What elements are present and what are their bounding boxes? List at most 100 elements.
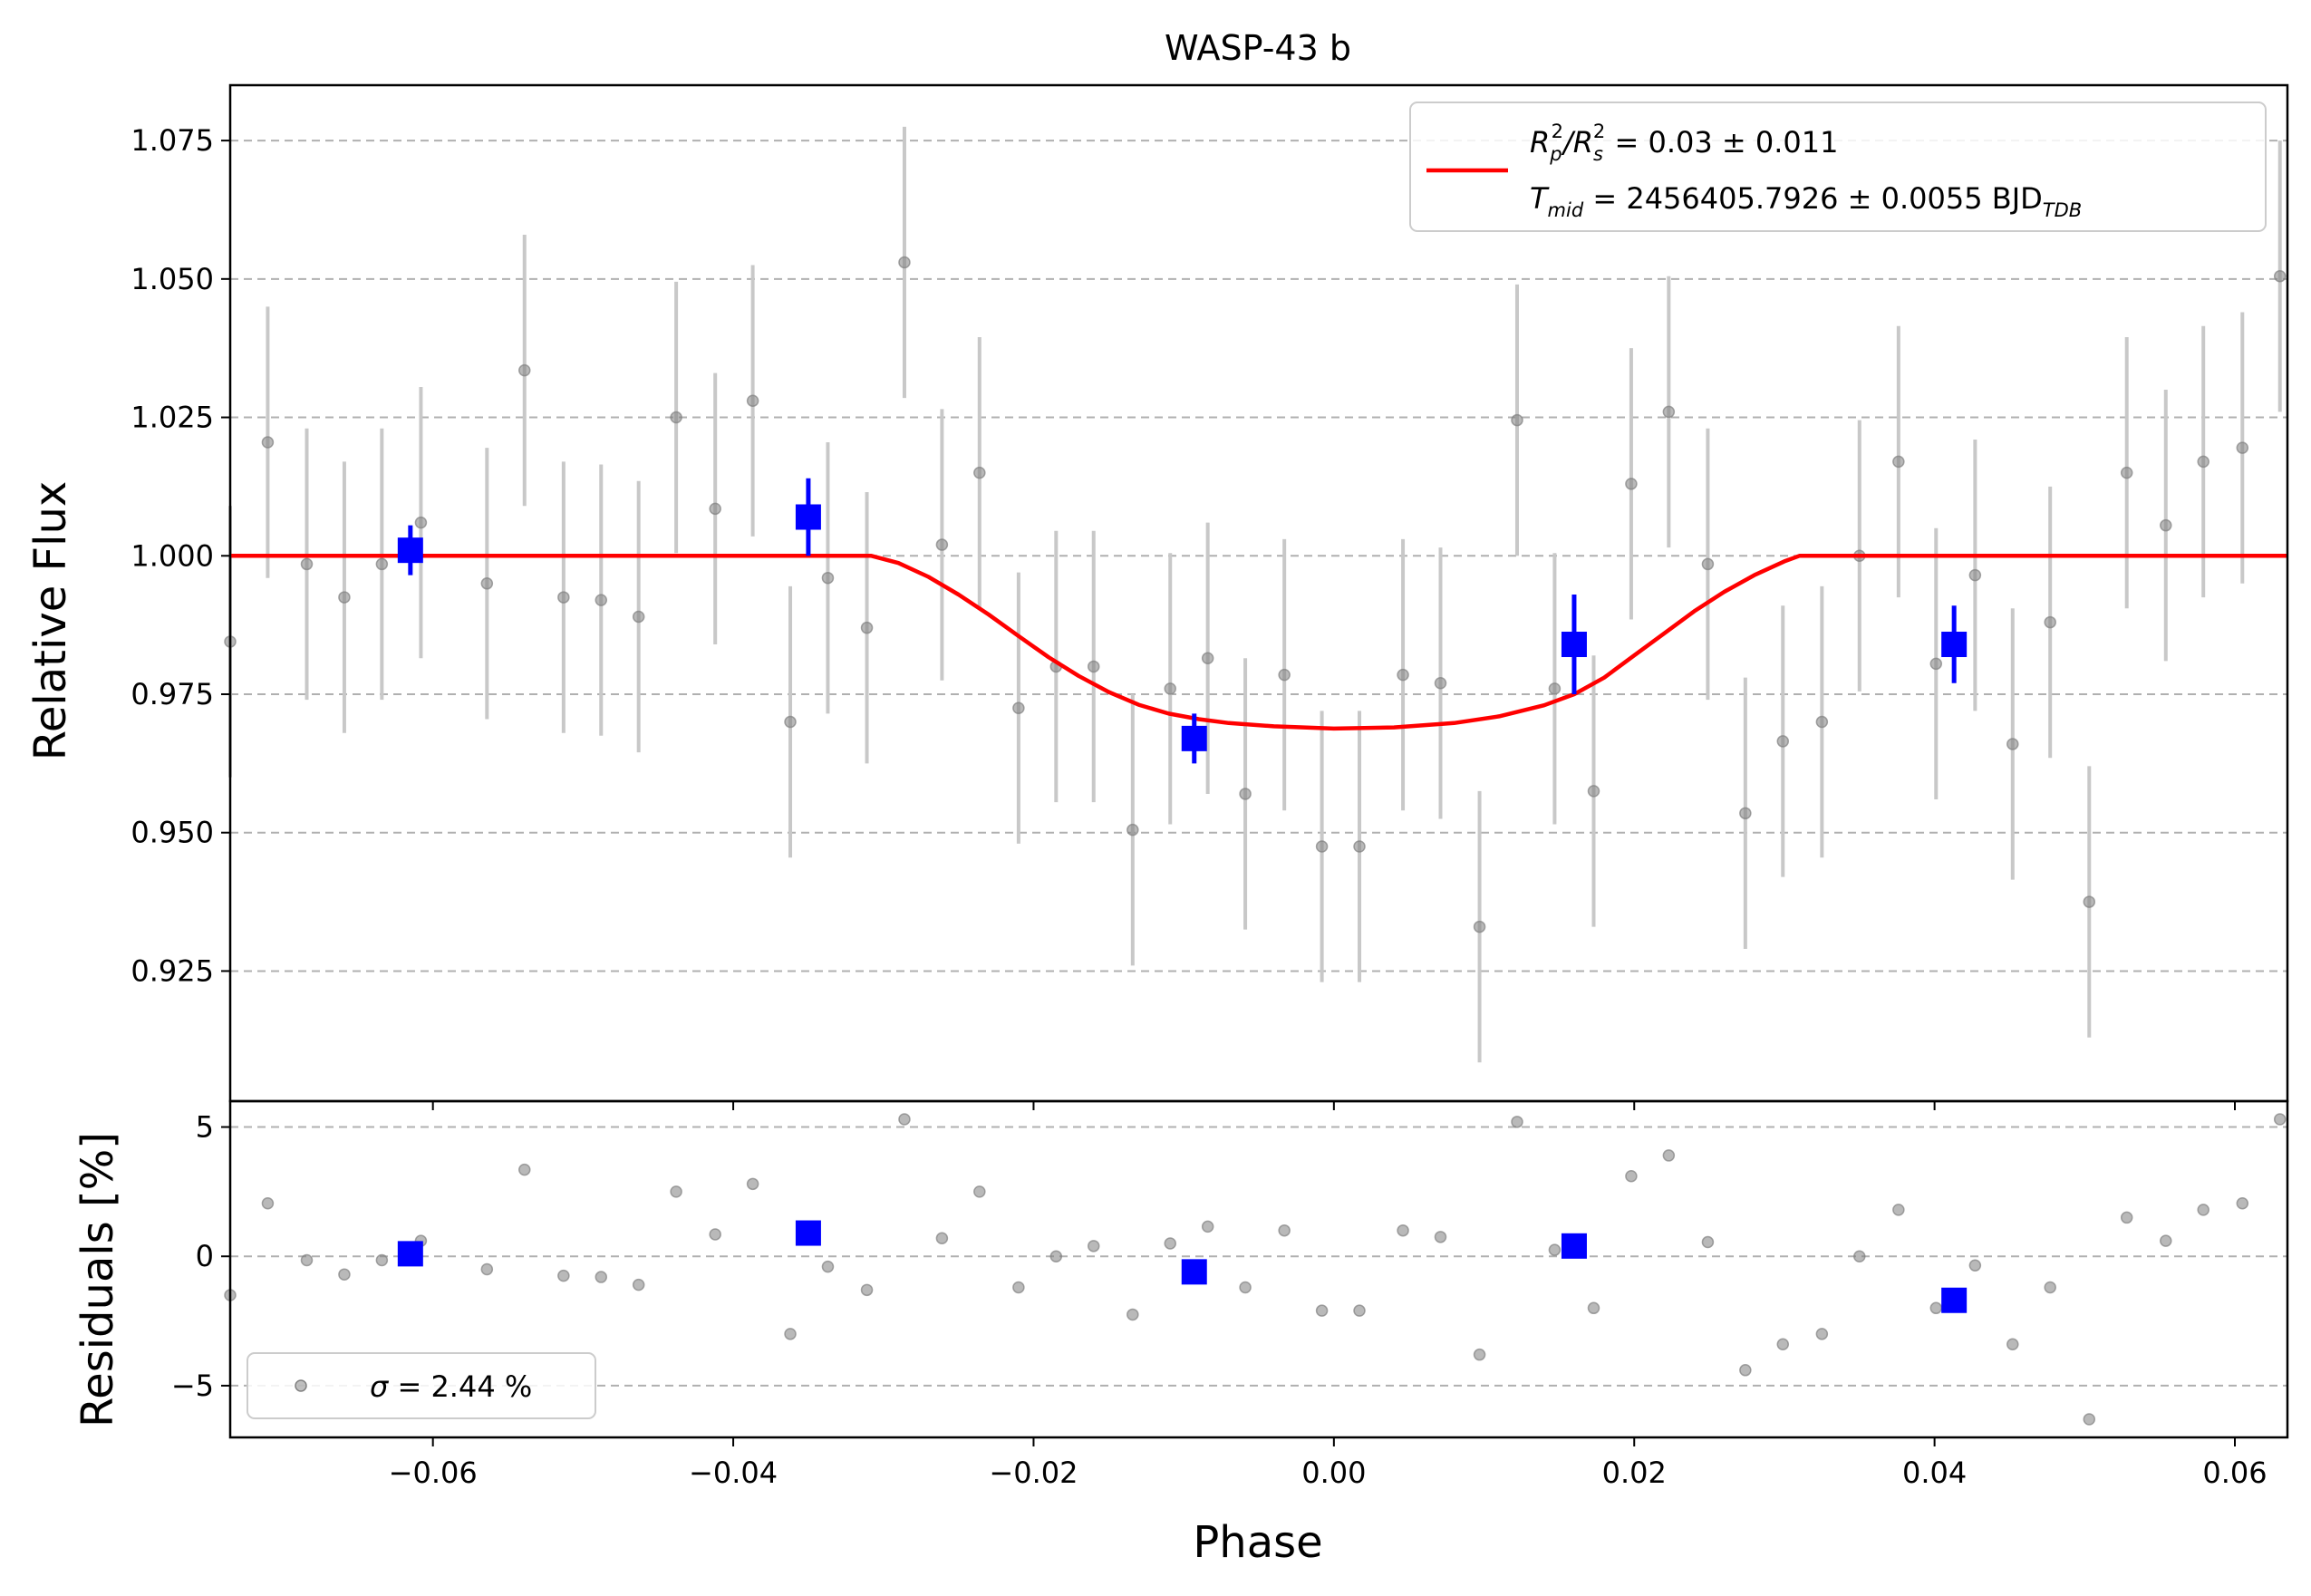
data-point bbox=[1701, 1235, 1715, 1249]
data-point bbox=[1434, 1231, 1447, 1243]
data-point bbox=[1278, 668, 1291, 682]
data-point bbox=[1625, 478, 1638, 490]
y-tick-label: 1.000 bbox=[131, 538, 214, 573]
binned-point bbox=[795, 504, 821, 530]
residuals-binned-points bbox=[397, 1220, 1968, 1313]
data-point bbox=[2197, 1204, 2209, 1216]
data-point bbox=[1587, 785, 1600, 798]
binned-point bbox=[1561, 632, 1587, 658]
residuals-panel: −5 0 5 −0.06 −0.04 −0.02 0.00 0.02 0.04 0.06 σ =… bbox=[73, 1099, 2289, 1568]
x-tick-label: 0.04 bbox=[1902, 1456, 1967, 1490]
data-point bbox=[2236, 1196, 2249, 1210]
data-point bbox=[595, 594, 608, 606]
data-point bbox=[1662, 405, 1676, 419]
data-point bbox=[898, 1113, 911, 1126]
binned-point bbox=[1181, 1259, 1207, 1285]
data-point bbox=[1315, 1304, 1329, 1317]
data-point bbox=[518, 363, 531, 377]
y-tick-label: 5 bbox=[196, 1110, 214, 1145]
data-point bbox=[261, 436, 275, 449]
residuals-legend-box bbox=[247, 1352, 596, 1419]
model-curve bbox=[230, 554, 2287, 731]
data-point bbox=[632, 1278, 645, 1291]
data-point bbox=[1776, 1338, 1790, 1351]
residuals-legend-label: σ = 2.44 % bbox=[370, 1369, 532, 1404]
data-point bbox=[1201, 1220, 1214, 1233]
main-x-ticks bbox=[431, 1101, 2237, 1110]
data-point bbox=[300, 1253, 314, 1267]
data-point bbox=[1968, 568, 1982, 582]
x-tick-label: −0.06 bbox=[389, 1456, 478, 1490]
data-point bbox=[860, 621, 874, 634]
data-point bbox=[1511, 413, 1523, 427]
main-data-points bbox=[224, 256, 2287, 933]
data-point bbox=[1397, 1224, 1409, 1237]
data-point bbox=[1353, 1304, 1366, 1317]
data-point bbox=[821, 571, 835, 585]
data-point bbox=[1511, 1116, 1523, 1128]
data-point bbox=[1315, 840, 1329, 853]
x-tick-label: −0.02 bbox=[989, 1456, 1078, 1490]
data-point bbox=[860, 1283, 874, 1297]
x-tick-label: 0.02 bbox=[1602, 1456, 1667, 1490]
data-point bbox=[1201, 652, 1214, 665]
x-tick-label: 0.06 bbox=[2202, 1456, 2267, 1490]
data-point bbox=[973, 466, 986, 479]
residuals-data-points bbox=[224, 1113, 2287, 1426]
data-point bbox=[1012, 1281, 1025, 1294]
data-point bbox=[261, 1196, 275, 1210]
legend-tmid-label: Tmid = 2456405.7926 ± 0.0055 BJDTDB bbox=[1530, 181, 2082, 221]
data-point bbox=[1929, 1301, 1943, 1315]
data-point bbox=[338, 591, 351, 604]
data-point bbox=[1892, 1204, 1905, 1216]
data-point bbox=[518, 1163, 531, 1176]
data-point bbox=[935, 538, 949, 551]
binned-point bbox=[1181, 725, 1207, 751]
data-point bbox=[2120, 1211, 2133, 1224]
data-point bbox=[709, 1228, 721, 1241]
data-point bbox=[2006, 738, 2019, 750]
residuals-axes-frame bbox=[228, 1099, 2289, 1439]
data-point bbox=[2083, 1413, 2096, 1426]
data-point bbox=[1853, 1250, 1866, 1262]
binned-point bbox=[795, 1220, 821, 1246]
data-point bbox=[480, 577, 494, 590]
data-point bbox=[1087, 1240, 1100, 1253]
data-point bbox=[2273, 1113, 2287, 1126]
data-point bbox=[2160, 1234, 2172, 1247]
x-tick-label: −0.04 bbox=[689, 1456, 778, 1490]
x-tick-label: 0.00 bbox=[1301, 1456, 1366, 1490]
y-tick-label: 1.025 bbox=[131, 401, 214, 435]
y-tick-label: 1.075 bbox=[131, 123, 214, 158]
data-point bbox=[1434, 677, 1447, 690]
data-point bbox=[784, 715, 797, 729]
residuals-x-ticks: −0.06 −0.04 −0.02 0.00 0.02 0.04 0.06 bbox=[389, 1437, 2267, 1490]
binned-point bbox=[1941, 632, 1968, 658]
data-point bbox=[1012, 701, 1025, 715]
data-point bbox=[595, 1271, 608, 1283]
chart-title: WASP-43 b bbox=[1165, 28, 1351, 68]
binned-point bbox=[1941, 1287, 1968, 1313]
data-point bbox=[1701, 557, 1715, 571]
data-point bbox=[746, 394, 759, 407]
data-point bbox=[746, 1177, 759, 1191]
data-point bbox=[557, 1269, 570, 1282]
data-point bbox=[632, 610, 645, 624]
data-point bbox=[1548, 1243, 1562, 1256]
y-tick-label: 0.950 bbox=[131, 816, 214, 850]
data-point bbox=[1473, 1348, 1486, 1361]
binned-point bbox=[397, 537, 423, 564]
y-tick-label: 0.975 bbox=[131, 677, 214, 711]
main-legend: Rp2/Rs2 = 0.03 ± 0.011 Tmid = 2456405.79… bbox=[1409, 102, 2267, 232]
data-point bbox=[670, 1185, 682, 1198]
residuals-legend-marker bbox=[295, 1379, 307, 1392]
data-point bbox=[1473, 920, 1486, 933]
data-point bbox=[821, 1260, 835, 1273]
binned-point bbox=[397, 1241, 423, 1267]
data-point bbox=[2236, 441, 2249, 454]
x-axis-label: Phase bbox=[1193, 1517, 1322, 1568]
data-point bbox=[2120, 466, 2133, 479]
data-point bbox=[1892, 455, 1905, 469]
data-point bbox=[1662, 1149, 1676, 1162]
